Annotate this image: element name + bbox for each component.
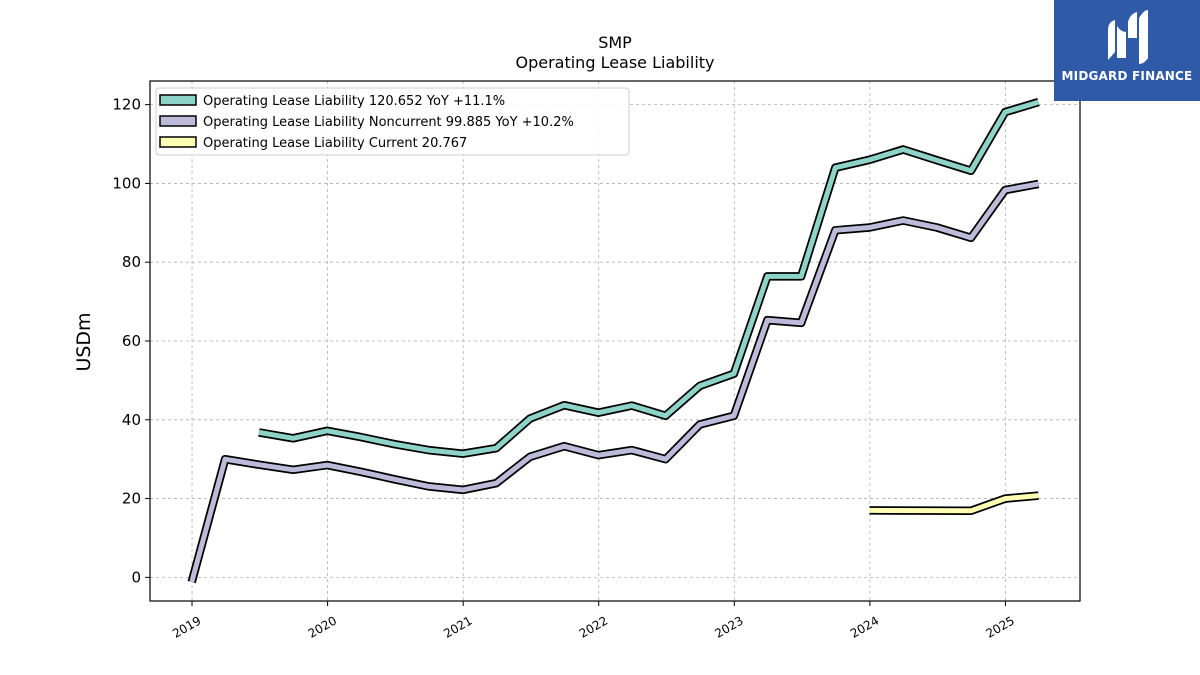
legend-box bbox=[155, 87, 630, 156]
x-tick-label: 2024 bbox=[848, 613, 881, 640]
legend-swatch bbox=[159, 136, 197, 148]
y-tick-label: 40 bbox=[122, 411, 141, 429]
series-line-operating-lease-liability-noncurrent bbox=[189, 181, 1039, 583]
x-tick-label: 2021 bbox=[441, 613, 474, 640]
y-tick-label: 80 bbox=[122, 253, 141, 271]
x-tick-label: 2023 bbox=[712, 613, 745, 640]
y-tick-label: 120 bbox=[112, 96, 141, 114]
y-tick-label: 60 bbox=[122, 332, 141, 350]
legend-label: Operating Lease Liability Current 20.767 bbox=[203, 136, 467, 151]
y-tick-label: 20 bbox=[122, 490, 141, 508]
y-tick-label: 100 bbox=[112, 174, 141, 192]
legend-label: Operating Lease Liability Noncurrent 99.… bbox=[203, 115, 574, 130]
x-tick-label: 2022 bbox=[577, 613, 610, 640]
series-line-operating-lease-liability-current bbox=[869, 493, 1039, 514]
brand-logo: MIDGARD FINANCE bbox=[1054, 0, 1200, 101]
midgard-logo-mark-icon bbox=[1108, 10, 1148, 64]
logo-text: MIDGARD FINANCE bbox=[1061, 69, 1193, 83]
chart-subtitle: Operating Lease Liability bbox=[515, 53, 715, 72]
series-outline-operating-lease-liability-noncurrent bbox=[187, 179, 1040, 584]
legend-swatch bbox=[159, 94, 197, 106]
y-tick-label: 0 bbox=[131, 568, 141, 586]
series-line-operating-lease-liability bbox=[258, 99, 1040, 457]
legend-swatch bbox=[159, 115, 197, 127]
x-tick-label: 2020 bbox=[306, 613, 339, 640]
legend-label: Operating Lease Liability 120.652 YoY +1… bbox=[203, 94, 505, 109]
x-tick-label: 2019 bbox=[170, 613, 203, 640]
chart-title: SMP bbox=[598, 33, 632, 52]
x-tick-label: 2025 bbox=[983, 613, 1016, 640]
